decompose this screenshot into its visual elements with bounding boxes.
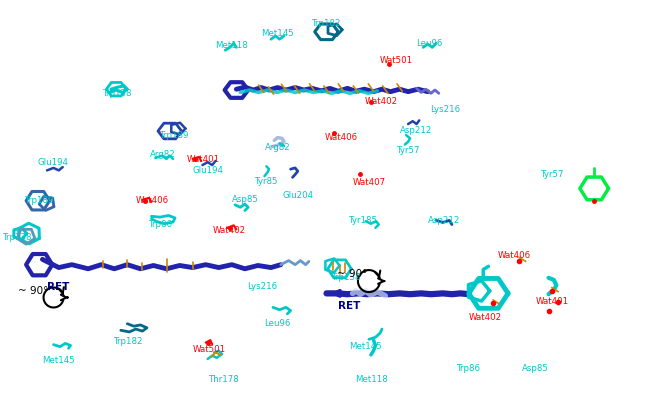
Text: Arg82: Arg82 (264, 143, 290, 152)
Text: ~ 90°: ~ 90° (18, 285, 49, 295)
Text: Arg82: Arg82 (150, 150, 176, 159)
Text: Trp182: Trp182 (114, 336, 144, 345)
Text: Wat401: Wat401 (187, 155, 220, 164)
Text: Met118: Met118 (215, 40, 248, 49)
Text: Tyr185: Tyr185 (349, 216, 378, 225)
Text: Asp212: Asp212 (400, 126, 432, 135)
Text: Glu194: Glu194 (38, 158, 69, 167)
Text: Trp86: Trp86 (149, 220, 173, 229)
Text: Trp138: Trp138 (103, 89, 133, 98)
Text: Wat402: Wat402 (469, 312, 502, 321)
Text: Wat402: Wat402 (212, 225, 246, 234)
Text: Wat501: Wat501 (193, 344, 226, 353)
Text: Trp189: Trp189 (160, 130, 189, 139)
Text: Wat407: Wat407 (353, 178, 386, 187)
Text: Asp212: Asp212 (428, 216, 460, 225)
Text: Tyr85: Tyr85 (255, 177, 278, 186)
Text: Wat402: Wat402 (364, 97, 398, 106)
Text: Met145: Met145 (349, 341, 382, 350)
Text: Lys216: Lys216 (430, 105, 460, 114)
Text: Tyr57: Tyr57 (541, 170, 564, 179)
Text: Trp182: Trp182 (312, 19, 342, 28)
Text: Met118: Met118 (355, 374, 388, 383)
Text: Wat406: Wat406 (136, 196, 169, 205)
Text: Lys216: Lys216 (247, 281, 277, 290)
Text: Met145: Met145 (261, 29, 294, 38)
Text: Wat401: Wat401 (535, 296, 569, 305)
Text: RET: RET (338, 300, 360, 310)
Text: RET: RET (47, 281, 69, 291)
Text: Asp85: Asp85 (522, 363, 549, 372)
Text: Trp138: Trp138 (332, 272, 361, 281)
Text: Trp138: Trp138 (3, 233, 33, 242)
Text: ~ 90°: ~ 90° (337, 268, 368, 278)
Text: Wat501: Wat501 (380, 56, 413, 65)
Text: Tyr57: Tyr57 (397, 146, 421, 155)
Text: Thr178: Thr178 (209, 374, 240, 383)
Text: Met145: Met145 (42, 355, 75, 364)
Text: Glu194: Glu194 (193, 166, 223, 175)
Text: Leu96: Leu96 (417, 38, 443, 47)
Text: Wat406: Wat406 (325, 133, 358, 142)
Text: Wat406: Wat406 (498, 250, 531, 259)
Text: Asp85: Asp85 (232, 195, 259, 204)
Text: Glu204: Glu204 (282, 190, 313, 199)
Text: Leu96: Leu96 (264, 319, 291, 328)
Text: Trp189: Trp189 (25, 196, 54, 205)
Text: Trp86: Trp86 (457, 364, 481, 373)
